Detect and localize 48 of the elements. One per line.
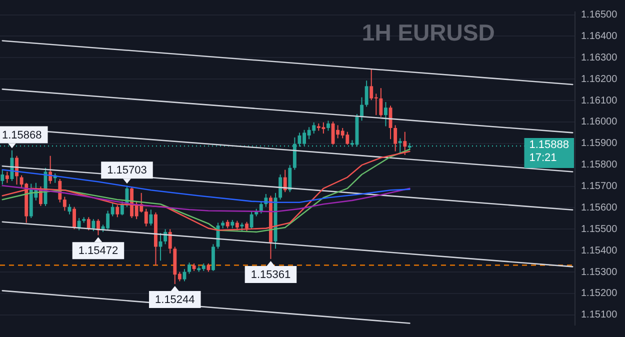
candlestick: [212, 244, 215, 272]
annotation: 1.15703: [107, 164, 147, 177]
candlestick: [48, 155, 52, 184]
candlestick: [116, 204, 120, 218]
candlestick: [394, 124, 398, 152]
candlestick: [149, 209, 153, 226]
annotation: 1.15244: [155, 294, 195, 306]
candlestick: [120, 200, 124, 216]
candlestick: [62, 196, 66, 212]
candlestick: [188, 262, 191, 274]
candlestick: [326, 120, 330, 132]
chart-title: 1H EURUSD: [362, 19, 495, 46]
y-tick-label: 1.16200: [581, 74, 618, 85]
y-tick-label: 1.15200: [581, 288, 618, 300]
y-tick-label: 1.16500: [581, 10, 618, 21]
candlestick: [77, 218, 81, 231]
candlestick: [86, 216, 90, 231]
annotation: 1.15472: [78, 245, 118, 258]
candlestick: [360, 96, 364, 122]
ref-line-label: 1.15888: [529, 139, 570, 152]
y-tick-label: 1.15800: [581, 160, 618, 171]
y-tick-label: 1.15300: [581, 266, 618, 278]
y-tick-label: 1.16400: [581, 30, 618, 42]
y-tick-label: 1.15400: [581, 245, 618, 256]
candlestick: [72, 206, 76, 230]
annotation: 1.15868: [2, 129, 42, 142]
y-tick-label: 1.15700: [581, 181, 618, 192]
candlestick: [250, 211, 254, 230]
y-tick-label: 1.15600: [581, 202, 618, 214]
candlestick: [384, 102, 388, 127]
candlestick: [92, 218, 96, 232]
candlestick: [0, 169, 4, 186]
candlestick: [144, 208, 148, 227]
candlestick: [5, 171, 9, 184]
annotation: 1.15361: [250, 269, 291, 281]
y-tick-label: 1.15900: [581, 138, 618, 150]
annotation: 17:21: [529, 152, 557, 164]
y-tick-label: 1.15100: [581, 310, 618, 321]
candlestick: [168, 228, 172, 254]
candlestick: [278, 174, 282, 200]
y-tick-label: 1.16300: [581, 52, 618, 64]
candlestick: [379, 88, 383, 118]
candlestick: [364, 80, 368, 108]
candlestick: [259, 200, 263, 214]
y-tick-label: 1.16000: [581, 116, 618, 128]
y-tick-label: 1.15500: [581, 224, 618, 235]
candlestick: [288, 164, 292, 193]
y-tick-label: 1.16100: [581, 95, 618, 106]
